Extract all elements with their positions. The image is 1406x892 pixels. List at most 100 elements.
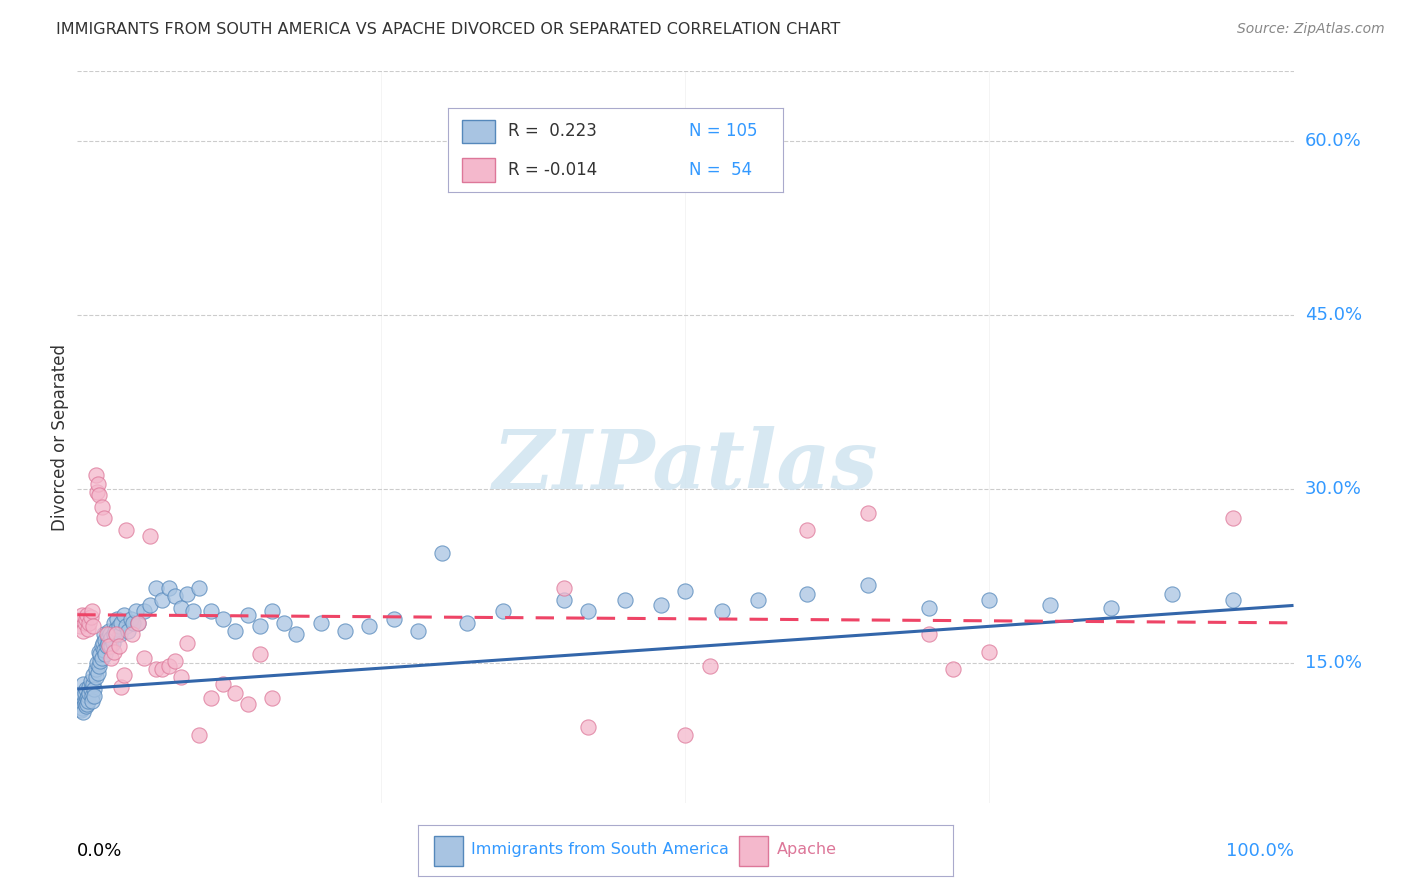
Point [224,624,246,638]
Text: 0.0%: 0.0% [77,842,122,860]
Point [80,610,103,624]
Point [84,670,107,684]
Point [73,685,96,699]
Point [163,589,186,603]
Point [105,622,128,636]
Point [72,624,94,638]
Point [710,604,733,618]
Point [1222,592,1244,607]
Point [89,654,111,668]
Point [80,689,103,703]
Point [134,650,156,665]
Point [86,657,108,671]
Point [112,668,135,682]
Point [75,699,97,714]
Point [163,654,186,668]
Point [70,685,93,699]
Point [157,581,180,595]
Point [212,677,235,691]
Point [127,615,149,630]
Point [94,633,117,648]
Point [747,592,769,607]
Point [79,615,101,630]
Point [236,697,259,711]
Point [90,500,112,514]
Point [856,506,879,520]
Point [97,639,120,653]
Point [576,720,599,734]
Point [456,615,478,630]
Point [139,529,162,543]
Point [72,705,94,719]
Point [82,668,104,682]
Text: Source: ZipAtlas.com: Source: ZipAtlas.com [1237,22,1385,37]
Point [188,581,211,595]
Point [98,627,121,641]
Point [127,615,149,630]
Point [942,662,965,676]
Point [105,627,128,641]
Point [1039,599,1062,613]
Text: 100.0%: 100.0% [1226,842,1294,860]
Point [675,729,697,743]
Point [84,468,107,483]
Point [90,650,112,665]
Point [89,647,111,661]
Point [170,670,193,684]
Point [134,604,156,618]
Point [145,581,167,595]
Point [76,607,98,622]
Point [107,619,129,633]
Point [122,615,145,630]
Point [103,645,125,659]
Point [979,645,1001,659]
Point [176,635,198,649]
Point [93,642,115,657]
Point [80,693,103,707]
Point [430,546,453,560]
Point [70,607,93,622]
Point [117,624,139,638]
Point [249,647,271,661]
Point [333,624,356,638]
Point [70,703,93,717]
Point [97,631,120,645]
Point [260,691,283,706]
Point [77,622,100,636]
Point [89,488,111,502]
Point [200,691,222,706]
Point [181,604,204,618]
Point [145,662,167,676]
Point [73,615,96,630]
Point [75,681,97,696]
Point [406,624,429,638]
Point [70,612,93,626]
Point [139,599,162,613]
Point [492,604,515,618]
Point [84,662,107,676]
Point [100,650,122,665]
Point [70,700,93,714]
Point [650,599,672,613]
Text: 15.0%: 15.0% [1305,655,1361,673]
Point [73,697,96,711]
Point [100,639,122,653]
Point [89,658,111,673]
Point [856,577,879,591]
Point [115,523,138,537]
Point [553,592,575,607]
Point [110,615,132,630]
Point [75,612,97,626]
Point [86,484,108,499]
Point [157,658,180,673]
Point [94,647,117,661]
Point [152,662,174,676]
Point [87,476,110,491]
Text: IMMIGRANTS FROM SOUTH AMERICA VS APACHE DIVORCED OR SEPARATED CORRELATION CHART: IMMIGRANTS FROM SOUTH AMERICA VS APACHE … [56,22,841,37]
Point [115,619,138,633]
Point [675,584,697,599]
Point [260,604,283,618]
Point [80,604,103,618]
Point [979,592,1001,607]
Point [79,685,101,699]
